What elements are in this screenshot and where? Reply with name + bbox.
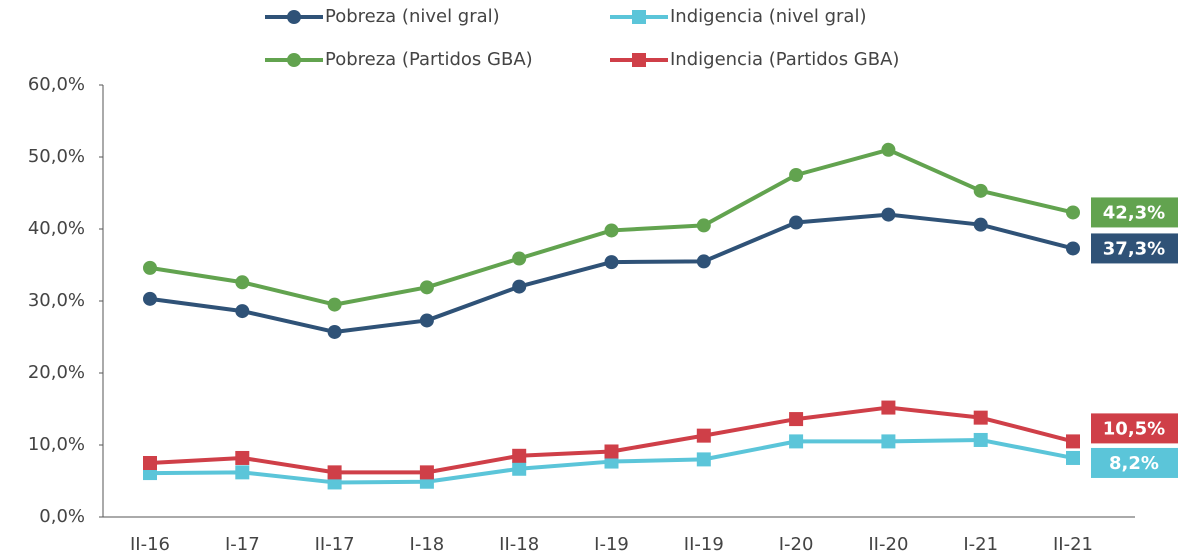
x-tick-label: II-19 (684, 534, 724, 555)
point (1066, 434, 1080, 449)
point (789, 412, 804, 427)
legend-label: Pobreza (nivel gral) (325, 6, 500, 27)
legend-marker (287, 53, 301, 67)
point (789, 215, 804, 230)
value-label-box (1091, 447, 1178, 478)
point (419, 465, 434, 480)
point (973, 410, 988, 425)
point (696, 452, 711, 467)
value-label: 42,3% (1103, 202, 1165, 223)
point (327, 324, 342, 339)
legend-marker (632, 53, 646, 67)
point (235, 465, 250, 480)
point (789, 434, 804, 449)
x-tick-label: I-17 (225, 534, 260, 555)
value-label: 10,5% (1103, 418, 1165, 439)
point (881, 142, 896, 157)
point (973, 183, 988, 198)
legend-label: Pobreza (Partidos GBA) (325, 49, 533, 70)
y-tick-label: 40,0% (28, 218, 85, 239)
point (235, 450, 250, 465)
x-tick-label: I-20 (779, 534, 814, 555)
x-tick-label: II-18 (499, 534, 539, 555)
point (696, 218, 711, 233)
y-tick-label: 50,0% (28, 146, 85, 167)
x-tick-label: II-21 (1053, 534, 1093, 555)
y-tick-label: 0,0% (39, 506, 85, 527)
point (143, 291, 157, 306)
x-tick-label: I-18 (410, 534, 445, 555)
value-label-box (1091, 197, 1178, 228)
x-tick-label: I-19 (594, 534, 629, 555)
point (881, 434, 896, 449)
y-tick-label: 60,0% (28, 74, 85, 95)
legend-label: Indigencia (nivel gral) (670, 6, 866, 27)
point (512, 461, 527, 476)
legend-marker (287, 10, 301, 24)
point (881, 400, 896, 415)
point (327, 297, 342, 312)
point (696, 254, 711, 269)
point (1066, 205, 1080, 220)
point (327, 465, 342, 480)
point (143, 456, 157, 470)
point (512, 448, 527, 463)
x-tick-label: I-21 (963, 534, 998, 555)
point (973, 432, 988, 447)
point (235, 304, 250, 319)
y-tick-label: 20,0% (28, 362, 85, 383)
point (143, 260, 157, 275)
point (696, 428, 711, 443)
point (973, 217, 988, 232)
point (881, 207, 896, 222)
point (1066, 450, 1080, 465)
point (419, 313, 434, 328)
point (1066, 241, 1080, 256)
value-label-box (1091, 233, 1178, 264)
x-tick-label: II-16 (130, 534, 170, 555)
value-label-box (1091, 413, 1178, 444)
point (604, 444, 619, 459)
point (604, 255, 619, 270)
x-tick-label: II-17 (315, 534, 355, 555)
value-label: 37,3% (1103, 238, 1165, 259)
value-label: 8,2% (1109, 453, 1159, 474)
point (512, 251, 527, 266)
point (604, 223, 619, 238)
legend-label: Indigencia (Partidos GBA) (670, 49, 899, 70)
y-tick-label: 10,0% (28, 434, 85, 455)
legend-marker (632, 10, 646, 24)
y-tick-label: 30,0% (28, 290, 85, 311)
x-tick-label: II-20 (868, 534, 908, 555)
point (419, 280, 434, 295)
point (789, 168, 804, 182)
point (235, 275, 250, 290)
point (512, 279, 527, 294)
